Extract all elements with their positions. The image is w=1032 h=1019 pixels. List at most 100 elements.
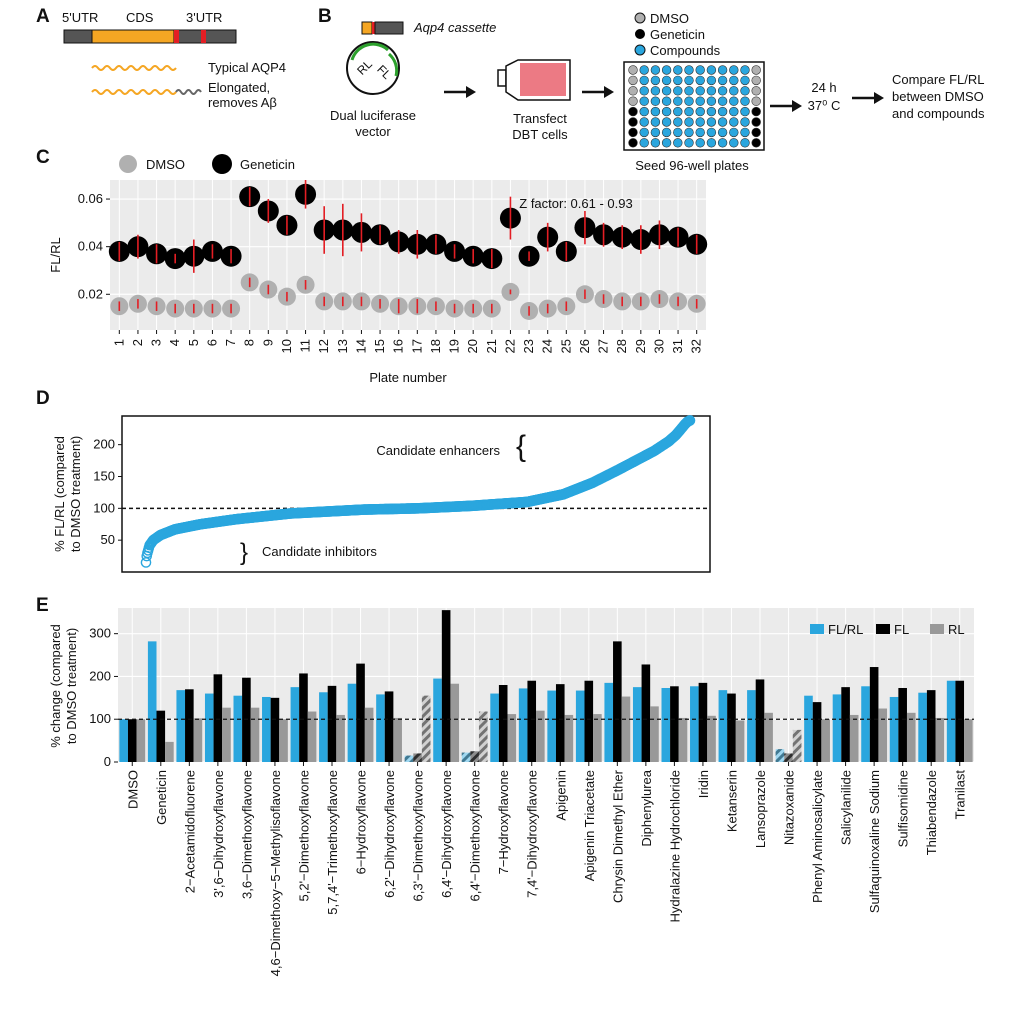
plot-e-bar <box>555 684 565 762</box>
time-label: 24 h <box>811 80 836 95</box>
plot-e-bar-tint <box>461 752 471 762</box>
plate-well <box>717 138 728 148</box>
plot-e-legend-swatch <box>876 624 890 634</box>
plate-well <box>650 106 661 117</box>
panel-e-letter: E <box>36 595 49 616</box>
plate-well <box>717 96 728 106</box>
plot-e-x-tick-label: 4,6−Dimethoxy−5−Methylisoflavone <box>268 770 283 976</box>
plot-e-bar <box>470 751 479 762</box>
plot-e-bar <box>222 707 231 762</box>
plate-well <box>729 106 739 117</box>
plate-well <box>695 96 705 106</box>
plot-e-bar <box>136 719 146 762</box>
plot-e-bar <box>213 674 223 762</box>
plot-c-x-tick-label: 4 <box>167 339 182 346</box>
plot-e-bar <box>404 755 414 762</box>
plate-well <box>729 117 739 127</box>
plate-well <box>751 138 761 148</box>
plot-d-y-label-1: % FL/RL (compared <box>52 436 67 552</box>
panel-a: A 5'UTR CDS 3'UTR Typical AQP4 Elongated… <box>36 6 286 110</box>
compare-label-1: Compare FL/RL <box>892 72 984 87</box>
plot-e-bar <box>450 683 460 762</box>
extension-squiggle <box>175 89 202 95</box>
plot-e-bar <box>319 692 328 762</box>
plot-e-bar <box>707 715 716 762</box>
plot-c-x-tick-label: 30 <box>651 339 666 353</box>
plot-e-y-tick-label: 100 <box>89 711 111 726</box>
candidate-enhancers-label: Candidate enhancers <box>376 443 500 458</box>
plot-e-bar <box>490 693 499 762</box>
plot-e-bar-tint <box>470 751 479 762</box>
plot-e-x-tick-label: 6,4'−Dihydroxyflavone <box>439 770 454 898</box>
legend-dmso: DMSO <box>650 11 689 26</box>
cassette-cds <box>361 21 373 35</box>
plate-well <box>650 138 661 148</box>
plate-well <box>695 75 705 86</box>
plot-e-bar <box>832 694 842 762</box>
legend-geneticin-dot <box>635 29 645 39</box>
plot-c-x-tick-label: 21 <box>484 339 499 353</box>
plot-e-x-tick-label: 5,2'−Dimethoxyflavone <box>296 770 311 901</box>
plot-c-x-tick-label: 24 <box>540 339 555 353</box>
plot-e-bar <box>156 710 166 762</box>
plot-e-bar <box>433 678 442 762</box>
plot-e-bar <box>898 687 907 762</box>
plot-d-y-tick-label: 150 <box>93 468 115 483</box>
stop-codon-2 <box>201 30 206 43</box>
plot-c-x-tick-label: 28 <box>614 339 629 353</box>
plate-well <box>673 117 683 127</box>
plot-c-x-tick-label: 23 <box>521 339 536 353</box>
plot-e-bar <box>299 673 308 762</box>
plate-well <box>706 138 717 148</box>
plot-c-y-label: FL/RL <box>48 237 63 272</box>
plot-e-bar <box>650 706 659 762</box>
plot-e-x-tick-label: Ketanserin <box>724 770 739 832</box>
plate-well <box>661 96 672 106</box>
plate-well <box>628 86 638 96</box>
plot-e-bar <box>804 695 813 762</box>
plot-e-bar-tint <box>404 755 414 762</box>
plate-well <box>650 127 661 138</box>
legend-dmso-dot <box>634 12 646 24</box>
plate-well <box>661 117 672 127</box>
plate-well <box>639 86 649 96</box>
plate-well <box>673 75 683 86</box>
plate-well <box>751 65 761 75</box>
vector-green-arc <box>350 42 390 61</box>
plot-e-x-tick-label: Salicylanilide <box>839 770 854 845</box>
vector-label-1: Dual luciferase <box>330 108 416 123</box>
plot-c-x-tick-label: 1 <box>111 339 126 346</box>
elongated-label-1: Elongated, <box>208 80 270 95</box>
plate-well <box>650 117 661 127</box>
plot-e-bar <box>735 720 745 762</box>
plot-e-bar <box>613 641 622 762</box>
plot-d-points <box>140 415 696 568</box>
utr5-label: 5'UTR <box>62 10 98 25</box>
plot-e-bar <box>441 610 451 762</box>
plot-e-legend-label: FL/RL <box>828 622 863 637</box>
panel-b: B Aqp4 cassette RL FL Dual luciferase ve… <box>318 6 985 173</box>
arrow-4-head <box>874 92 884 104</box>
plot-c-x-label: Plate number <box>369 370 447 385</box>
plot-e-x-tick-label: 6,3'−Dimethoxyflavone <box>411 770 426 901</box>
plot-e-bar-tint <box>421 695 431 762</box>
plot-e-bar <box>935 717 945 762</box>
plot-c-x-tick-label: 15 <box>372 339 387 353</box>
plate-well <box>729 138 739 148</box>
plate-well <box>673 96 683 106</box>
plate-well <box>706 117 717 127</box>
plot-e-bar <box>193 718 203 762</box>
legend-compounds-dot <box>634 44 646 56</box>
plot-e-legend-label: FL <box>894 622 909 637</box>
plot-e-bar <box>250 707 260 762</box>
plot-c-points <box>108 180 708 320</box>
plot-e-bar <box>764 712 773 762</box>
legend-c-dmso-dot <box>119 155 137 173</box>
plot-e-bar <box>176 690 186 762</box>
plot-e-bar <box>678 717 688 762</box>
plot-e-bar <box>946 680 956 762</box>
plate-well <box>717 86 728 96</box>
plate-well <box>706 127 717 138</box>
plate-well <box>673 127 683 138</box>
